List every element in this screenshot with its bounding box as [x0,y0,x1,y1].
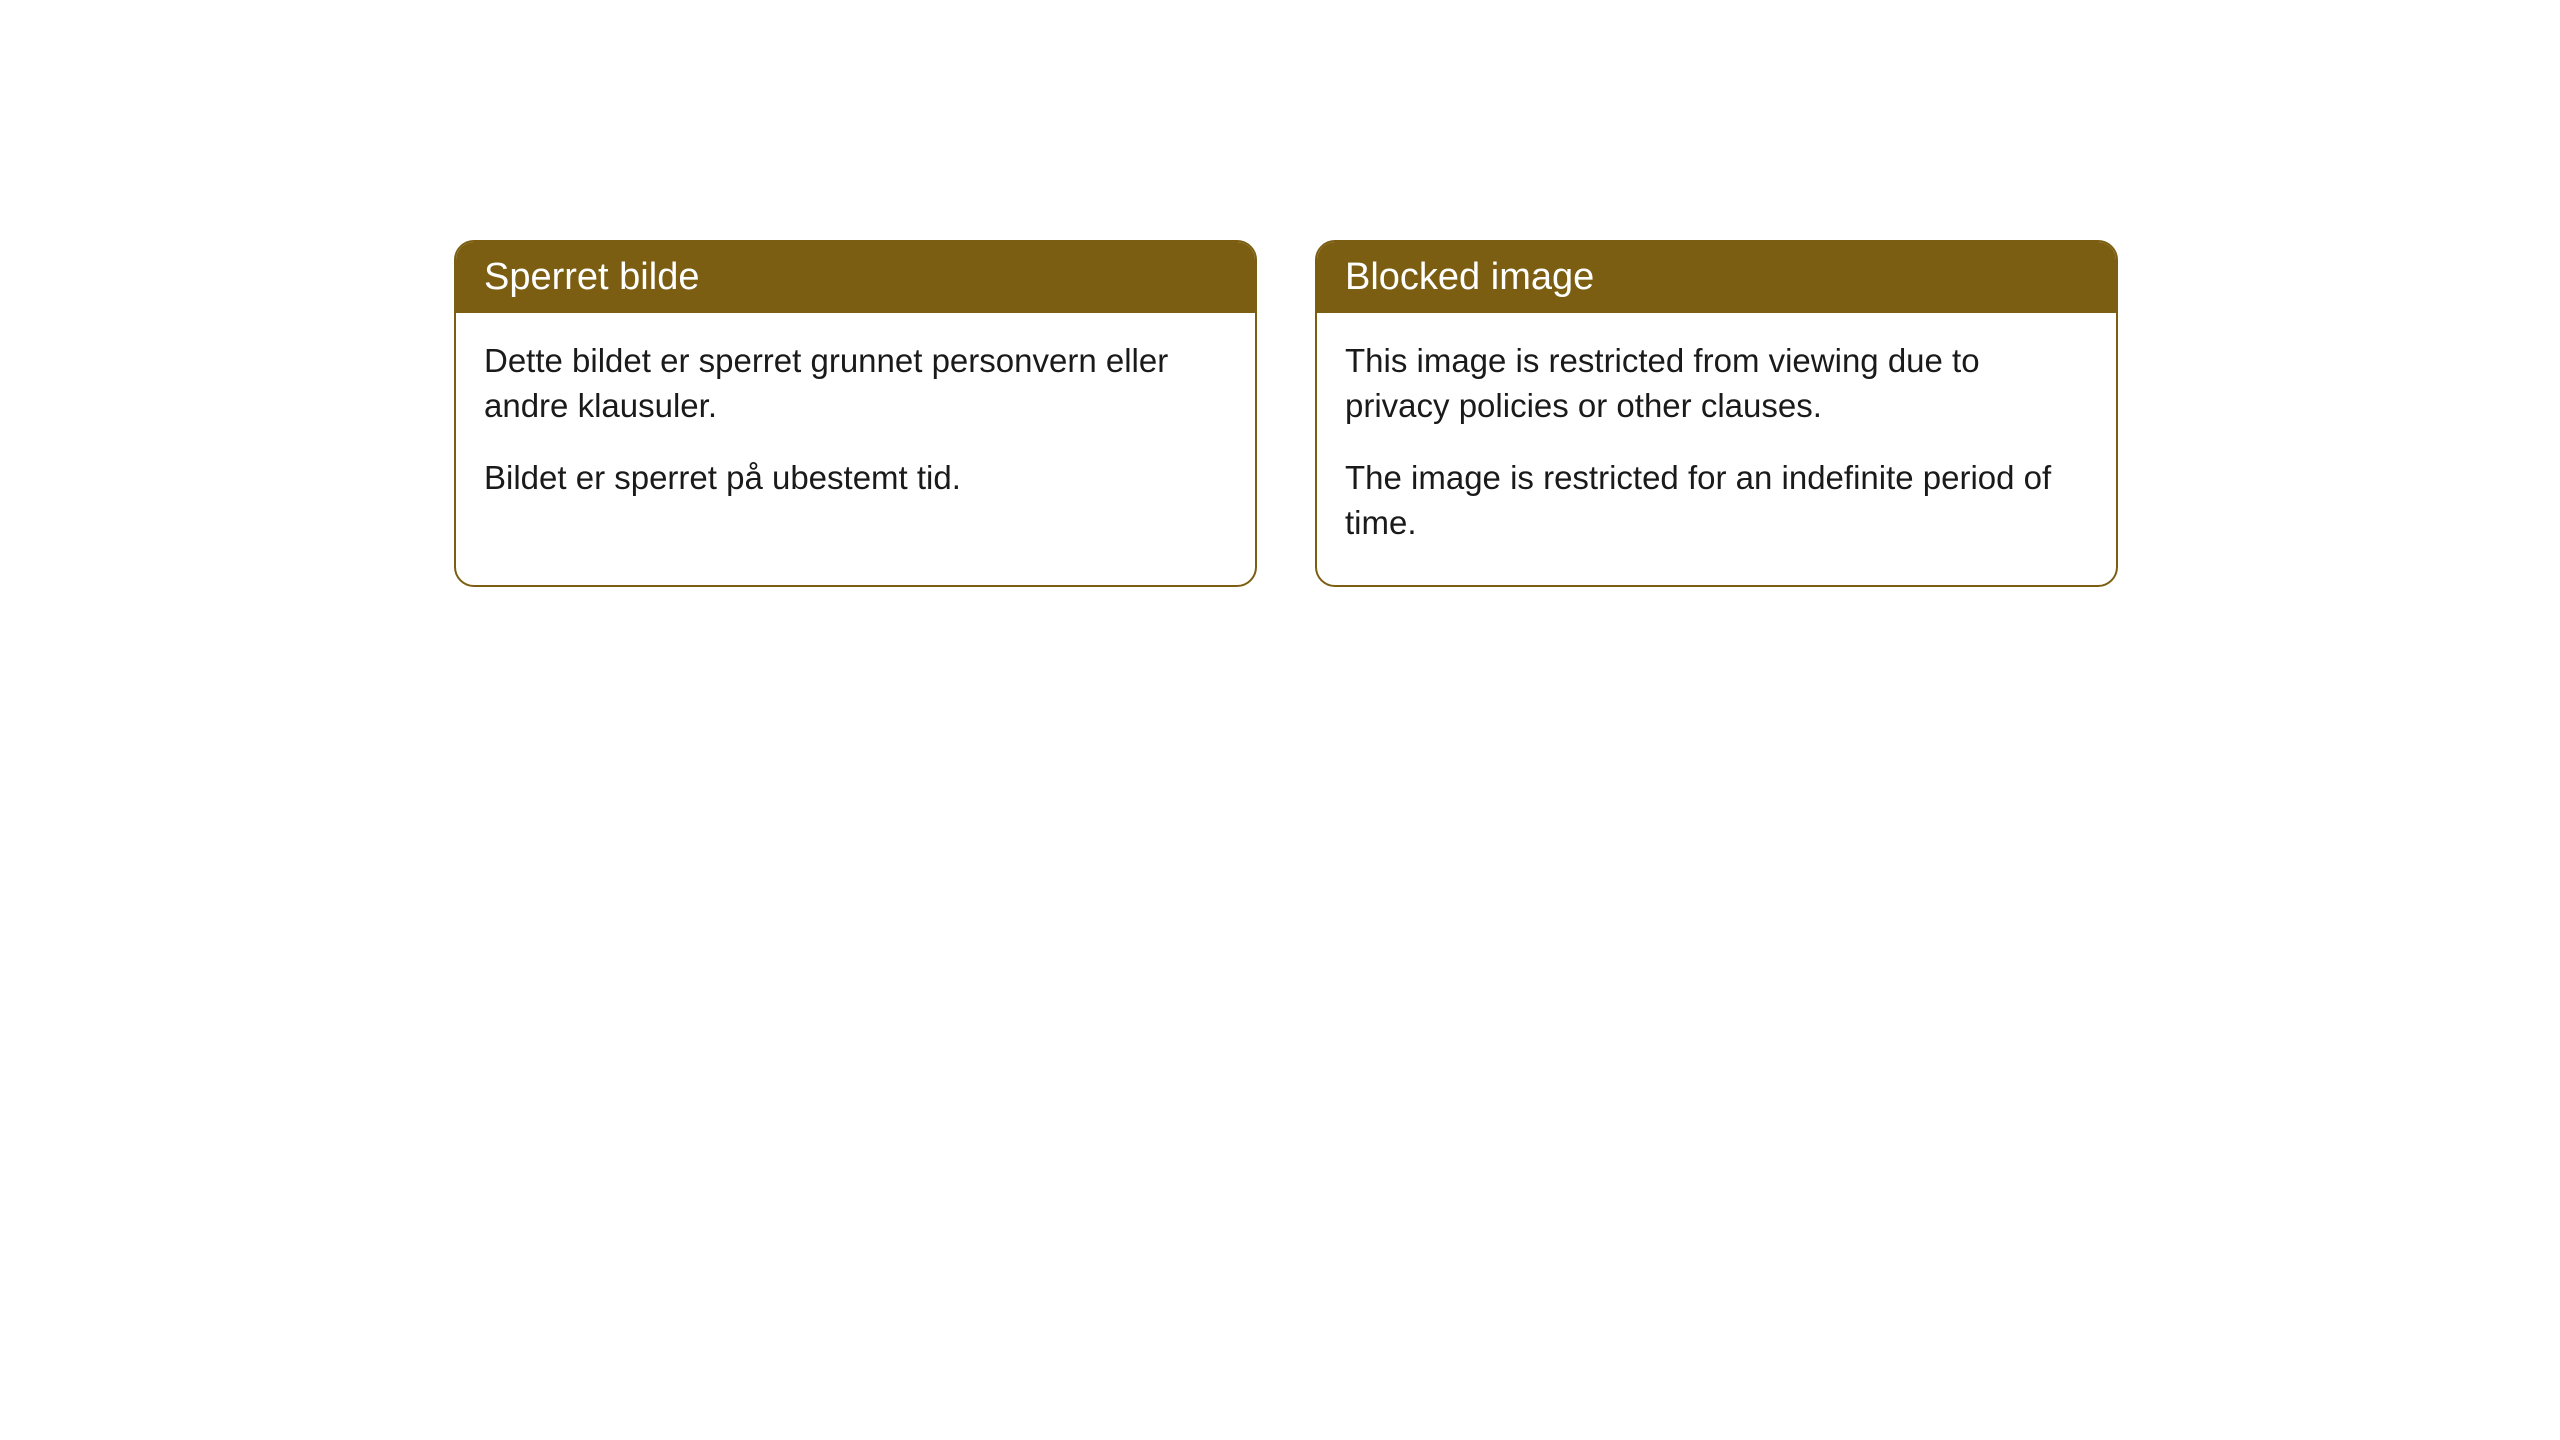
body-paragraph-1: This image is restricted from viewing du… [1345,339,2088,428]
card-header-english: Blocked image [1317,242,2116,313]
body-paragraph-2: Bildet er sperret på ubestemt tid. [484,456,1227,501]
blocked-image-card-english: Blocked image This image is restricted f… [1315,240,2118,587]
card-body-norwegian: Dette bildet er sperret grunnet personve… [456,313,1255,541]
blocked-image-card-norwegian: Sperret bilde Dette bildet er sperret gr… [454,240,1257,587]
notice-cards-container: Sperret bilde Dette bildet er sperret gr… [454,240,2560,587]
card-title: Blocked image [1345,256,1594,298]
card-body-english: This image is restricted from viewing du… [1317,313,2116,585]
card-header-norwegian: Sperret bilde [456,242,1255,313]
card-title: Sperret bilde [484,256,699,298]
body-paragraph-1: Dette bildet er sperret grunnet personve… [484,339,1227,428]
body-paragraph-2: The image is restricted for an indefinit… [1345,456,2088,545]
